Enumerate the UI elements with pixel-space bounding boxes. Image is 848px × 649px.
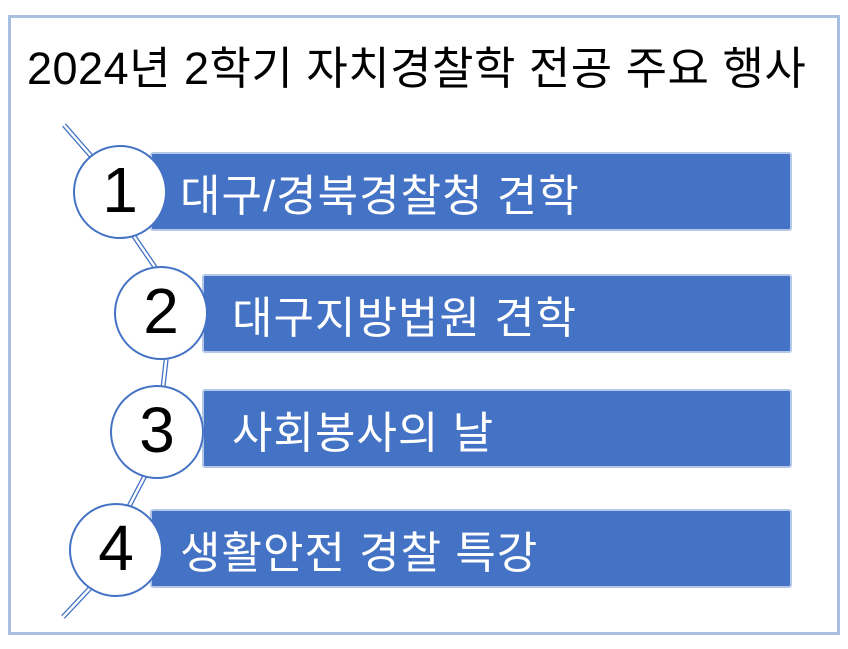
number-circle-3: 3 bbox=[110, 385, 204, 479]
event-bar-4: 생활안전 경찰 특강 bbox=[150, 509, 792, 588]
slide-border-frame bbox=[8, 15, 840, 635]
event-label-2: 대구지방법원 견학 bbox=[232, 293, 578, 343]
number-label-3: 3 bbox=[139, 394, 175, 466]
event-label-3: 사회봉사의 날 bbox=[232, 408, 495, 458]
number-circle-1: 1 bbox=[73, 145, 167, 239]
number-circle-2: 2 bbox=[114, 266, 208, 360]
number-circle-4: 4 bbox=[69, 503, 163, 597]
event-bar-1: 대구/경북경찰청 견학 bbox=[150, 152, 792, 231]
slide-title: 2024년 2학기 자치경찰학 전공 주요 행사 bbox=[27, 43, 807, 94]
event-label-1: 대구/경북경찰청 견학 bbox=[180, 171, 580, 221]
number-label-1: 1 bbox=[102, 154, 138, 226]
number-label-4: 4 bbox=[98, 512, 134, 584]
event-bar-3: 사회봉사의 날 bbox=[202, 389, 792, 468]
number-label-2: 2 bbox=[143, 275, 179, 347]
event-label-4: 생활안전 경찰 특강 bbox=[180, 528, 539, 578]
event-bar-2: 대구지방법원 견학 bbox=[202, 274, 792, 353]
